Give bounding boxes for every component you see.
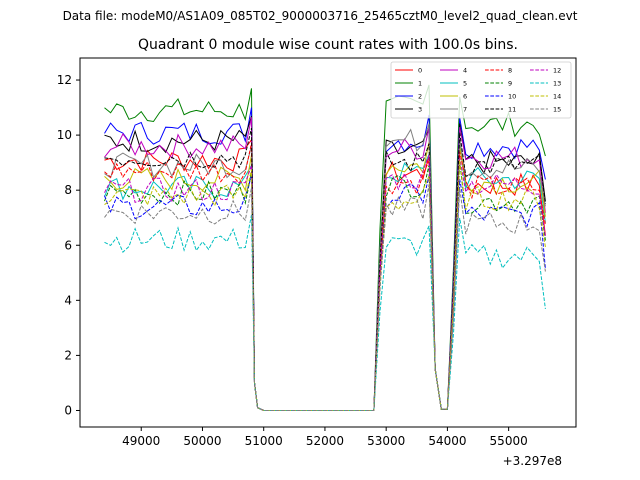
x-tick-label: 49000 <box>122 434 160 448</box>
y-axis: 0 2 4 6 8 10 12 <box>57 73 80 417</box>
y-tick-label: 12 <box>57 73 72 87</box>
legend-label-6: 6 <box>463 93 467 101</box>
legend-label-13: 13 <box>553 80 561 88</box>
legend-label-9: 9 <box>508 80 512 88</box>
legend-label-15: 15 <box>553 106 561 114</box>
x-tick-label: 51000 <box>245 434 283 448</box>
y-tick-label: 8 <box>64 183 72 197</box>
y-tick-label: 0 <box>64 403 72 417</box>
legend-label-12: 12 <box>553 67 561 75</box>
legend-label-8: 8 <box>508 67 512 75</box>
y-tick-label: 10 <box>57 128 72 142</box>
y-tick-label: 4 <box>64 293 72 307</box>
legend-frame <box>390 61 572 119</box>
chart-title: Quadrant 0 module wise count rates with … <box>138 37 518 53</box>
legend-label-2: 2 <box>418 93 422 101</box>
legend-label-14: 14 <box>553 93 561 101</box>
figure-suptitle: Data file: modeM0/AS1A09_085T02_90000037… <box>63 9 578 23</box>
x-tick-label: 53000 <box>367 434 405 448</box>
y-tick-label: 6 <box>64 238 72 252</box>
axes-frame <box>79 57 577 428</box>
legend-label-0: 0 <box>418 67 422 75</box>
legend-label-4: 4 <box>463 67 467 75</box>
legend-label-7: 7 <box>463 106 467 114</box>
legend-label-11: 11 <box>508 106 516 114</box>
y-tick-label: 2 <box>64 348 72 362</box>
legend-label-5: 5 <box>463 80 467 88</box>
legend-label-3: 3 <box>418 106 422 114</box>
series-lines <box>104 84 546 411</box>
x-axis-offset-label: +3.297e8 <box>503 454 562 468</box>
x-axis: 49000 50000 51000 52000 53000 54000 55000 <box>122 427 528 448</box>
series-line-15 <box>104 184 546 411</box>
legend-label-1: 1 <box>418 80 422 88</box>
x-tick-label: 50000 <box>183 434 221 448</box>
plot-area <box>79 57 577 428</box>
legend-label-10: 10 <box>508 93 516 101</box>
x-tick-label: 54000 <box>428 434 466 448</box>
x-tick-label: 52000 <box>306 434 344 448</box>
x-tick-label: 55000 <box>490 434 528 448</box>
